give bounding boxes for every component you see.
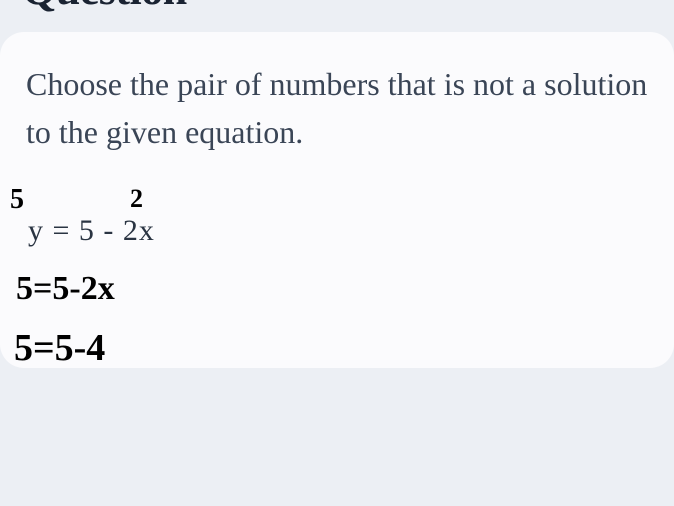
question-card: Choose the pair of numbers that is not a… xyxy=(0,32,674,368)
instruction-text: Choose the pair of numbers that is not a… xyxy=(24,60,650,156)
section-heading-cutoff: Question xyxy=(22,0,187,15)
equation-text: y = 5 - 2x xyxy=(28,214,650,248)
